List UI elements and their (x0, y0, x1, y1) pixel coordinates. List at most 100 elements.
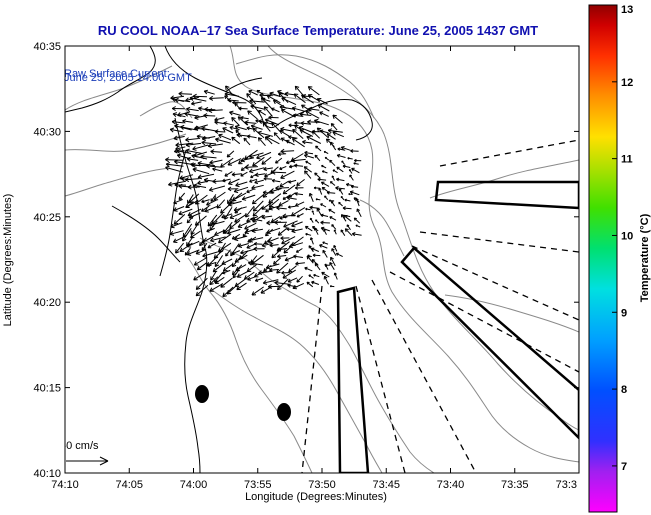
current-vector (262, 190, 274, 195)
current-vector (296, 213, 304, 218)
current-vector (269, 243, 279, 248)
current-vector (311, 280, 320, 285)
current-vector (251, 184, 264, 190)
x-tick-label: 73:3 (556, 479, 577, 491)
current-vector (186, 240, 200, 248)
current-vector (192, 167, 210, 175)
current-vector (329, 181, 336, 186)
current-vector (248, 237, 264, 243)
colorbar-tick-label: 13 (621, 4, 633, 16)
current-vector (178, 192, 186, 201)
current-vector (225, 85, 234, 96)
current-vector (258, 270, 273, 276)
current-vector (174, 159, 192, 165)
current-vector (282, 213, 296, 219)
current-vector (282, 184, 296, 195)
current-vector (315, 145, 322, 152)
y-tick-label: 40:30 (33, 126, 61, 138)
current-vector (247, 275, 257, 281)
current-vector (347, 156, 353, 160)
current-vector (322, 249, 328, 258)
current-vector (187, 184, 200, 190)
plot-area: Raw Surface Current: 50 cm/s (60, 46, 579, 473)
current-vector (192, 144, 209, 151)
current-vector (318, 187, 323, 195)
current-vector (246, 188, 255, 194)
current-vector (207, 143, 223, 149)
colorbar (588, 4, 618, 513)
current-vector (233, 206, 247, 212)
current-vector (294, 192, 304, 196)
current-vector (320, 203, 327, 208)
current-vector (221, 269, 231, 275)
current-vector (355, 197, 360, 207)
current-vector (311, 210, 315, 215)
current-vector (356, 208, 362, 218)
current-vector (180, 124, 199, 131)
current-vector (265, 263, 280, 270)
current-vector (201, 235, 216, 244)
current-vector (291, 158, 306, 164)
current-vector (280, 170, 295, 179)
current-vector (212, 167, 223, 172)
current-vector (222, 263, 233, 272)
x-tick-label: 74:00 (180, 479, 208, 491)
current-vector (274, 219, 287, 225)
current-vector (314, 118, 329, 126)
current-vector (305, 232, 312, 236)
current-vector (169, 230, 184, 236)
current-vector (193, 183, 207, 189)
current-vector (308, 274, 314, 279)
current-vector (273, 132, 281, 141)
current-vector (201, 199, 210, 204)
current-vector (252, 206, 263, 217)
radar-site-marker (195, 385, 209, 403)
scale-label: 50 cm/s (60, 440, 99, 452)
current-vector (284, 255, 296, 262)
current-vector (257, 137, 266, 147)
current-vector (249, 98, 265, 104)
annotation-line2: June 25, 2005 14:00 GMT (64, 72, 192, 84)
current-vector (331, 248, 337, 256)
current-vector (195, 248, 207, 255)
y-tick-label: 40:15 (33, 383, 61, 395)
current-vector (208, 108, 223, 114)
current-vector (238, 106, 248, 111)
current-vector (275, 157, 283, 164)
current-vector (227, 97, 239, 103)
current-vector (268, 205, 280, 211)
current-vector (207, 242, 217, 249)
current-vector (349, 174, 354, 181)
current-vector (336, 153, 346, 158)
current-vector (305, 207, 311, 211)
current-vector (171, 119, 184, 125)
current-vector (307, 119, 320, 125)
current-vector (332, 169, 338, 174)
current-vector (277, 152, 287, 156)
current-vector (235, 181, 248, 188)
current-vector (258, 110, 266, 116)
current-vector (283, 220, 298, 228)
current-vector (188, 212, 201, 219)
current-vector (281, 270, 290, 275)
y-tick-label: 40:20 (33, 297, 61, 309)
current-vector (329, 159, 336, 167)
current-vector (265, 136, 280, 145)
current-vector (241, 194, 256, 201)
current-vector (173, 198, 183, 205)
current-vector (244, 120, 257, 125)
current-vector (171, 106, 185, 112)
current-vector (269, 267, 279, 273)
beam-box-south (336, 286, 370, 473)
current-vector (250, 104, 265, 110)
current-vector (252, 200, 264, 212)
current-vector (174, 97, 191, 103)
current-vector (351, 232, 362, 237)
current-vector (331, 175, 335, 181)
current-vector (279, 216, 288, 220)
current-vector (231, 172, 242, 177)
current-vector (330, 123, 338, 131)
current-vector (195, 277, 208, 290)
current-vector (282, 194, 291, 200)
current-vector (231, 117, 240, 126)
